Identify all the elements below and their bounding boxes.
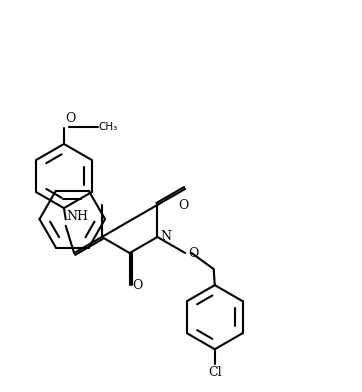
Text: O: O: [132, 279, 143, 292]
Text: O: O: [188, 247, 198, 260]
Text: Cl: Cl: [208, 367, 222, 379]
Text: O: O: [66, 113, 76, 125]
Text: O: O: [178, 199, 189, 212]
Text: NH: NH: [67, 210, 89, 223]
Text: CH₃: CH₃: [98, 122, 118, 132]
Text: N: N: [160, 230, 171, 243]
